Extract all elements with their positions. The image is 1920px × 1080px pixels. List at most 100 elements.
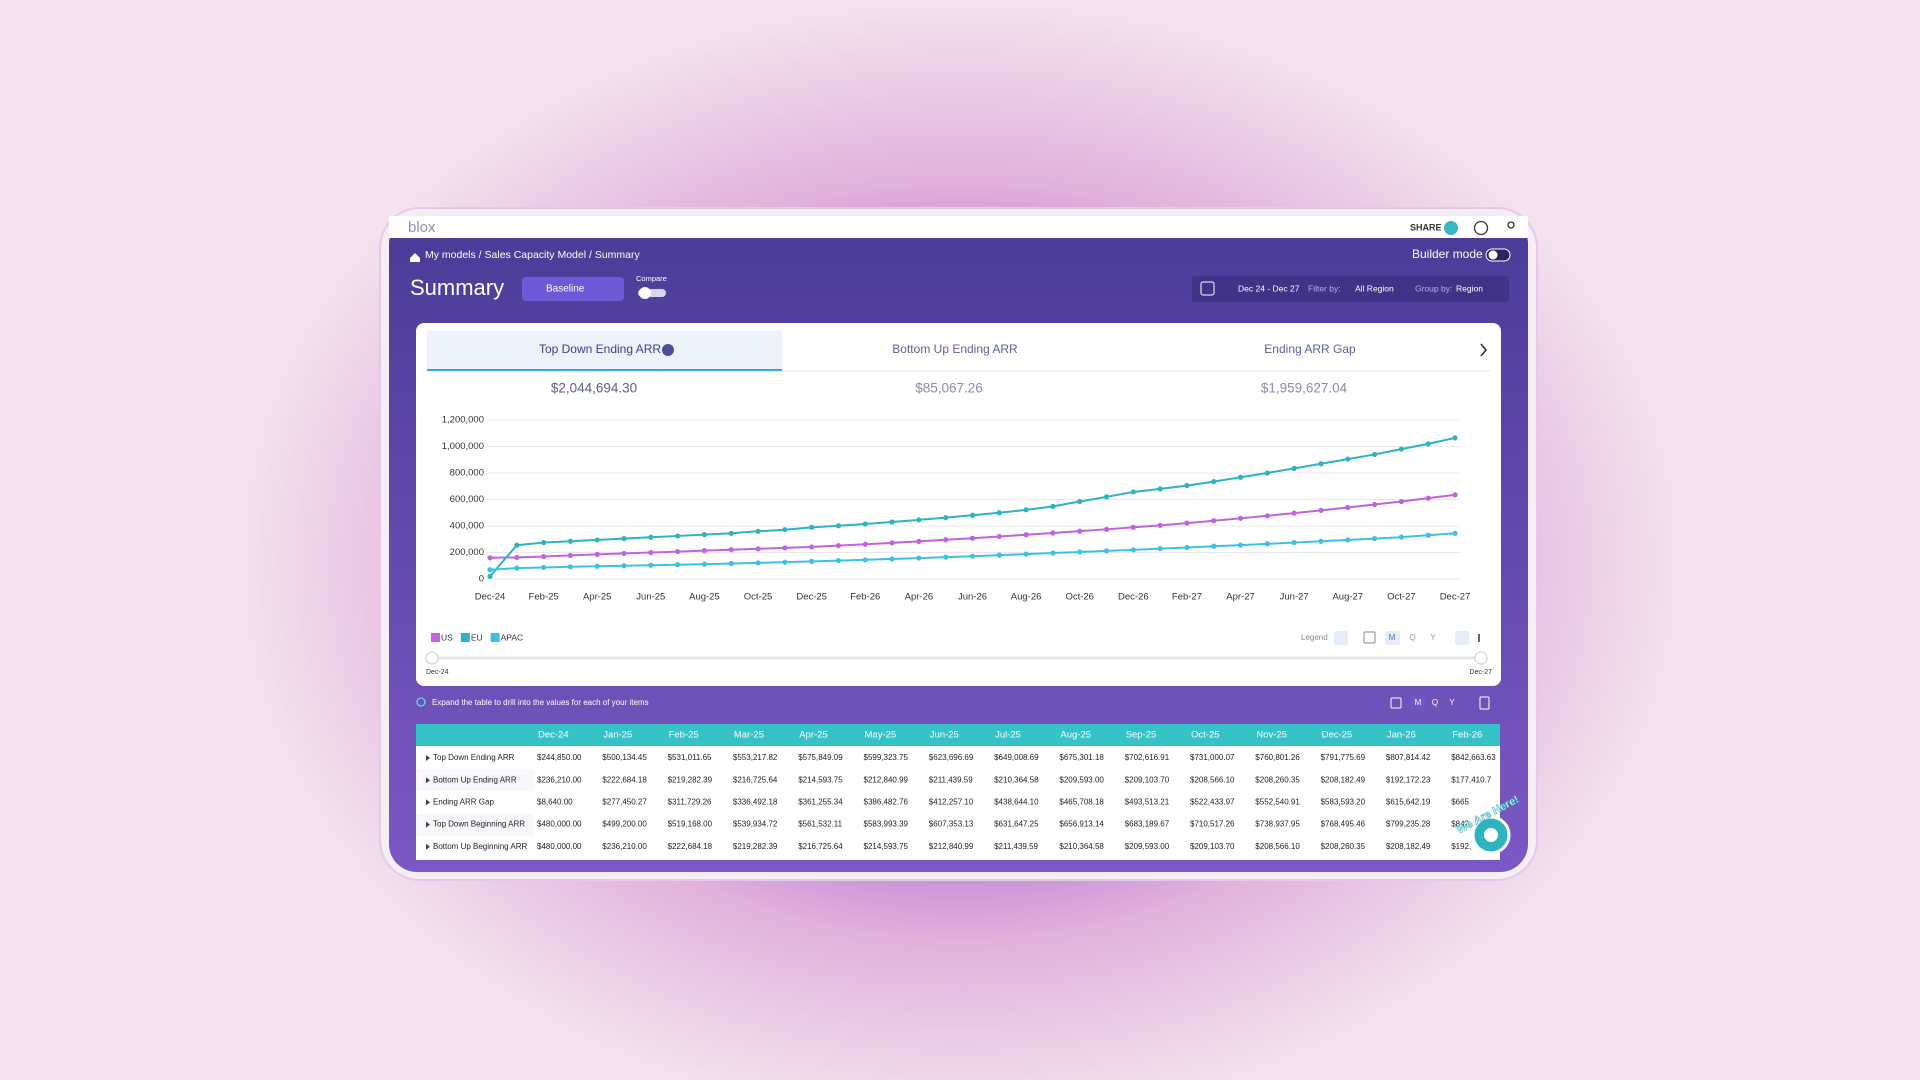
line-chart-toggle[interactable] (1455, 631, 1469, 645)
calendar-icon[interactable] (1200, 281, 1215, 296)
cell: $216,725.64 (733, 775, 778, 784)
legend-label[interactable]: APAC (501, 632, 524, 642)
cell: $493,513.21 (1125, 798, 1170, 807)
bar-chart-toggle[interactable] (1478, 634, 1480, 642)
cell: $236,210.00 (537, 775, 582, 784)
filter-label: Filter by: (1308, 283, 1341, 293)
column-header: Feb-25 (669, 730, 699, 741)
cell: $760,801.26 (1255, 753, 1300, 762)
legend-label[interactable]: US (441, 632, 453, 642)
data-point (862, 541, 868, 547)
data-point (487, 573, 493, 579)
cell: $336,492.18 (733, 798, 778, 807)
data-point (701, 561, 708, 567)
x-tick-label: Oct-27 (1387, 592, 1416, 603)
data-point (594, 537, 600, 543)
tab-label[interactable]: Bottom Up Ending ARR (892, 342, 1018, 356)
expand-arrow[interactable] (426, 777, 430, 784)
data-point (648, 549, 654, 556)
period-option[interactable]: Q (1409, 633, 1415, 642)
y-tick-label: 800,000 (450, 468, 484, 479)
y-tick-label: 400,000 (450, 521, 484, 532)
cell: $192,172.23 (1386, 775, 1431, 784)
data-point (835, 523, 842, 529)
data-point (916, 555, 922, 561)
tab-label[interactable]: Ending ARR Gap (1264, 342, 1356, 356)
cell: $615,642.19 (1386, 798, 1431, 807)
cell: $210,364.58 (994, 775, 1039, 784)
expand-arrow[interactable] (426, 843, 430, 850)
row-label: Bottom Up Ending ARR (433, 775, 517, 784)
slider-handle[interactable] (425, 651, 439, 665)
cell: $519,168.00 (668, 820, 713, 829)
table-hint: Expand the table to drill into the value… (432, 698, 649, 707)
data-point (1398, 534, 1404, 540)
export-icon[interactable] (1479, 696, 1490, 710)
data-point (1050, 530, 1056, 536)
breadcrumb[interactable]: My models / Sales Capacity Model / Summa… (425, 249, 640, 261)
x-tick-label: Feb-25 (529, 592, 559, 603)
share-label[interactable]: SHARE (1410, 222, 1442, 232)
tab-label[interactable]: Top Down Ending ARR (539, 342, 661, 356)
period-option[interactable]: M (1389, 633, 1396, 642)
chart-calendar-icon[interactable] (1363, 631, 1376, 644)
legend-toggle[interactable] (1334, 631, 1348, 645)
table-period-option[interactable]: Y (1449, 698, 1455, 707)
scenario-select[interactable] (522, 277, 624, 301)
cell: $799,235.28 (1386, 820, 1431, 829)
row-label-cell (416, 747, 534, 769)
legend-label[interactable]: EU (471, 632, 483, 642)
cell: $236,210.00 (602, 842, 647, 851)
data-point (514, 565, 520, 571)
data-point (755, 546, 761, 552)
table-period-option[interactable]: M (1415, 698, 1422, 707)
table-period-active (1410, 696, 1425, 710)
filter-bar (1192, 276, 1509, 302)
data-point (1103, 494, 1110, 500)
data-point (862, 557, 868, 563)
data-point (996, 552, 1002, 558)
share-icon[interactable] (1444, 221, 1458, 235)
cell: $311,729.26 (668, 798, 712, 807)
table-period-option[interactable]: Q (1432, 698, 1438, 707)
data-point (755, 560, 761, 566)
user-icon[interactable] (1507, 221, 1515, 229)
data-point (1425, 495, 1431, 501)
x-tick-label: Aug-25 (689, 592, 720, 603)
table-calendar-icon[interactable] (1390, 697, 1402, 709)
expand-arrow[interactable] (426, 821, 430, 828)
x-tick-label: Apr-27 (1226, 592, 1255, 603)
expand-arrow[interactable] (426, 755, 430, 761)
cell: $583,993.39 (864, 820, 909, 829)
slider-handle[interactable] (1474, 651, 1488, 665)
cell: $480,000.00 (537, 842, 582, 851)
data-point (728, 560, 734, 567)
data-point (809, 558, 815, 564)
data-point (567, 564, 574, 570)
cell: $214,593.75 (798, 775, 843, 784)
cell: $768,495.46 (1321, 820, 1366, 829)
cell: $623,696.69 (929, 753, 974, 762)
date-range[interactable]: Dec 24 - Dec 27 (1238, 283, 1300, 293)
data-point (701, 532, 708, 538)
data-point (943, 515, 949, 521)
x-tick-label: Jun-25 (636, 592, 665, 603)
data-point (1103, 548, 1110, 554)
help-icon[interactable] (1473, 220, 1489, 236)
data-point (487, 567, 493, 573)
filter-value[interactable]: All Region (1355, 283, 1394, 293)
y-tick-label: 1,200,000 (442, 415, 484, 426)
expand-arrow[interactable] (426, 799, 430, 806)
home-icon[interactable] (410, 253, 420, 262)
period-option[interactable]: Y (1430, 633, 1436, 642)
column-header: Dec-24 (538, 730, 569, 741)
data-point (621, 550, 627, 557)
period-active (1385, 631, 1400, 645)
data-point (594, 551, 600, 557)
data-point (835, 543, 842, 549)
cell: $209,593.00 (1125, 842, 1170, 851)
cell: $208,182.49 (1321, 775, 1366, 784)
group-value[interactable]: Region (1456, 283, 1483, 293)
tabs-next[interactable] (1480, 343, 1488, 357)
table: Dec-24 Jan-25 Feb-25 Mar-25 Apr-25 May-25 Jun-… (416, 730, 1496, 858)
